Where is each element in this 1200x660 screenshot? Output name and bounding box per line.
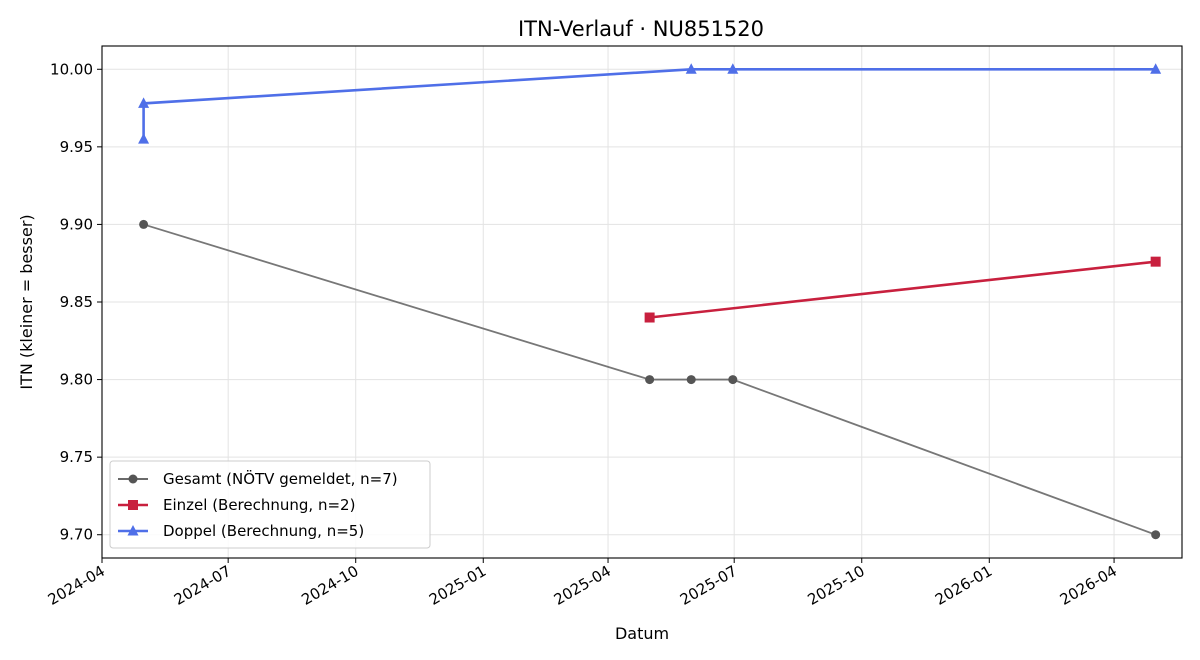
y-tick-label: 9.80 [60, 371, 93, 389]
data-point [645, 375, 655, 385]
legend-entry-doppel: Doppel (Berechnung, n=5) [118, 522, 364, 540]
legend-marker [128, 500, 138, 510]
series-einzel [644, 256, 1161, 323]
legend-label: Doppel (Berechnung, n=5) [163, 522, 364, 540]
y-tick-label: 9.75 [60, 448, 93, 466]
y-tick-label: 9.70 [60, 526, 93, 544]
legend-entry-einzel: Einzel (Berechnung, n=2) [118, 496, 355, 514]
data-point [644, 312, 655, 323]
legend-label: Einzel (Berechnung, n=2) [163, 496, 355, 514]
data-point [728, 375, 738, 385]
data-point [1150, 63, 1162, 74]
data-point [727, 63, 739, 74]
series-layer [138, 63, 1162, 540]
x-axis-title: Datum [615, 624, 669, 643]
legend-marker [127, 525, 139, 536]
chart-title: ITN-Verlauf · NU851520 [518, 17, 764, 41]
y-axis-title: ITN (kleiner = besser) [17, 214, 36, 389]
y-tick-label: 10.00 [50, 60, 93, 78]
data-point [685, 63, 697, 74]
data-point [138, 133, 150, 144]
series-line [649, 260, 1156, 319]
data-point [138, 97, 150, 108]
series-gesamt [139, 219, 1161, 540]
grid-lines [101, 46, 1182, 558]
y-tick-label: 9.95 [60, 138, 93, 156]
data-point [1150, 256, 1161, 267]
legend: Gesamt (NÖTV gemeldet, n=7) Einzel (Berec… [109, 460, 431, 549]
legend-entry-gesamt: Gesamt (NÖTV gemeldet, n=7) [118, 469, 398, 488]
legend-box [109, 460, 431, 549]
data-point [139, 219, 149, 229]
legend-label: Gesamt (NÖTV gemeldet, n=7) [163, 469, 398, 488]
y-tick-label: 9.90 [60, 215, 93, 233]
legend-marker [128, 474, 138, 484]
series-doppel [138, 63, 1162, 144]
y-tick-label: 9.85 [60, 293, 93, 311]
data-point [686, 375, 696, 385]
data-point [1151, 530, 1161, 540]
